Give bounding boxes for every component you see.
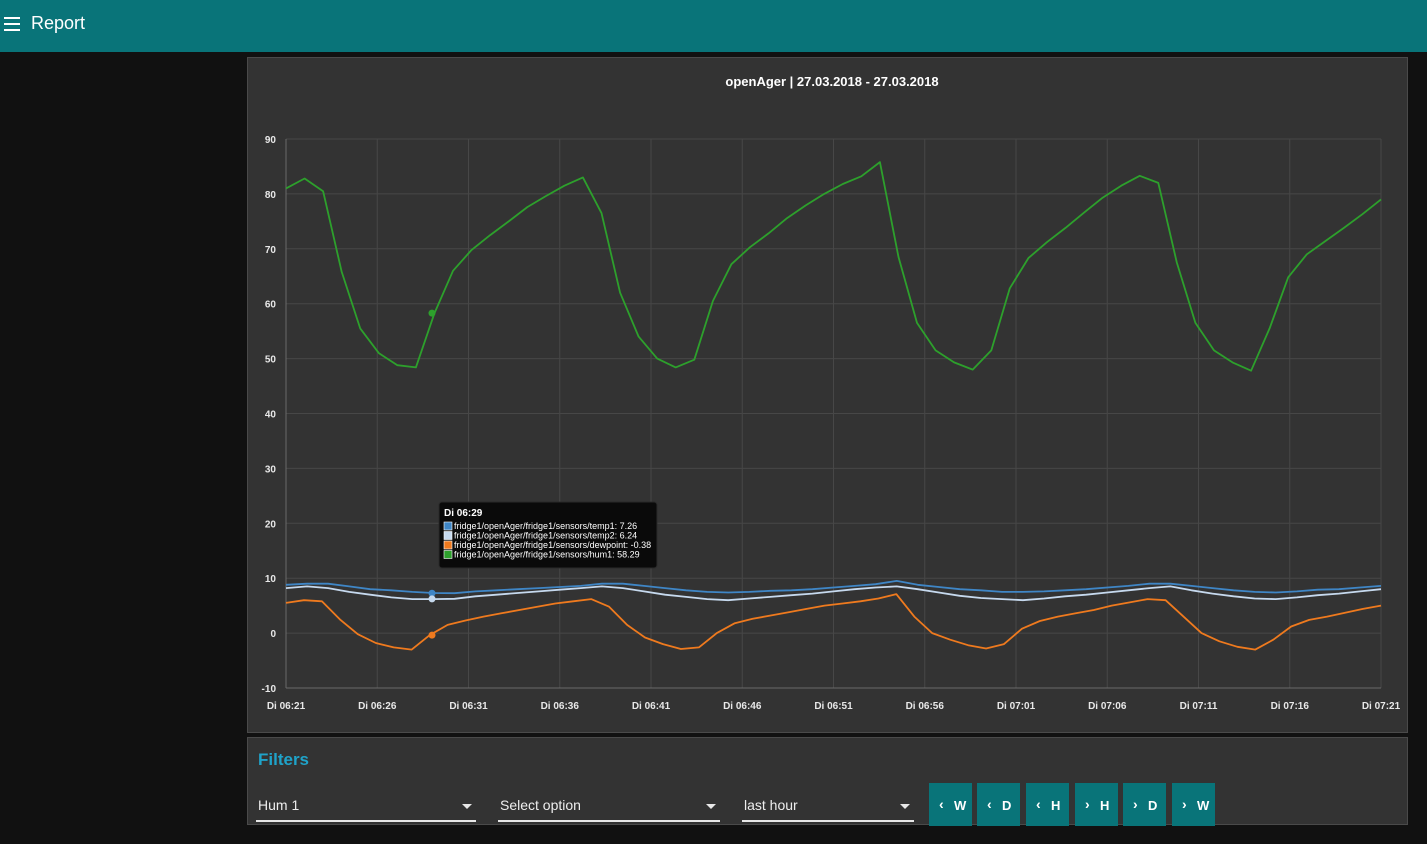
forward-week-button[interactable]: › W (1172, 783, 1215, 826)
x-tick-label: Di 06:26 (358, 701, 397, 712)
series-line-3 (285, 593, 1382, 651)
top-bar: Report (0, 0, 1427, 52)
tooltip-line: fridge1/openAger/fridge1/sensors/temp2: … (454, 531, 637, 541)
x-tick-label: Di 07:01 (997, 701, 1036, 712)
tooltip-swatch (443, 540, 453, 550)
chevron-left-icon: ‹ (987, 796, 992, 812)
x-tick-label: Di 07:06 (1088, 701, 1127, 712)
forward-day-button[interactable]: › D (1123, 783, 1166, 826)
x-tick-label: Di 06:21 (267, 701, 306, 712)
hover-point (428, 631, 436, 639)
x-tick-label: Di 06:41 (632, 701, 671, 712)
hover-point (428, 589, 436, 597)
y-tick-label: 60 (265, 300, 277, 311)
x-tick-label: Di 07:21 (1362, 701, 1401, 712)
range-select[interactable]: last hour (742, 790, 914, 822)
tooltip-swatch (443, 531, 453, 540)
chart-title: openAger | 27.03.2018 - 27.03.2018 (725, 74, 938, 89)
chevron-down-icon (462, 804, 472, 809)
chevron-left-icon: ‹ (1036, 796, 1041, 812)
tooltip-line: fridge1/openAger/fridge1/sensors/hum1: 5… (454, 550, 640, 560)
x-tick-label: Di 06:51 (814, 701, 853, 712)
option-select[interactable]: Select option (498, 790, 720, 822)
y-tick-label: 0 (270, 629, 276, 640)
sensor-select[interactable]: Hum 1 (256, 790, 476, 822)
chevron-right-icon: › (1182, 796, 1187, 812)
x-tick-label: Di 06:31 (449, 701, 488, 712)
y-tick-label: 20 (265, 519, 277, 530)
filters-title: Filters (258, 750, 310, 769)
forward-hour-button[interactable]: › H (1075, 783, 1118, 826)
page-title: Report (31, 13, 86, 33)
y-tick-label: 40 (265, 410, 277, 421)
x-tick-label: Di 06:36 (541, 701, 580, 712)
y-tick-label: 90 (265, 135, 277, 146)
series-line-4 (285, 161, 1382, 372)
hamburger-menu-icon[interactable] (4, 17, 20, 31)
x-tick-label: Di 07:16 (1271, 701, 1310, 712)
back-week-button[interactable]: ‹ W (929, 783, 972, 826)
y-tick-label: 10 (265, 574, 277, 585)
y-tick-label: 80 (265, 190, 277, 201)
option-select-value: Select option (500, 797, 581, 813)
x-tick-label: Di 06:46 (723, 701, 762, 712)
range-select-value: last hour (744, 797, 798, 813)
tooltip-box (438, 501, 658, 569)
y-tick-label: 70 (265, 245, 277, 256)
tooltip-swatch (443, 550, 453, 559)
back-day-button[interactable]: ‹ D (977, 783, 1020, 826)
tooltip-time: Di 06:29 (444, 508, 483, 519)
x-tick-label: Di 06:56 (906, 701, 945, 712)
chevron-right-icon: › (1133, 796, 1138, 812)
chevron-right-icon: › (1085, 796, 1090, 812)
hover-point (428, 595, 436, 603)
hover-point (428, 309, 436, 317)
chart-panel: openAger | 27.03.2018 - 27.03.2018 -10 0 10… (247, 57, 1408, 733)
line-chart: openAger | 27.03.2018 - 27.03.2018 -10 0 10… (262, 74, 1401, 712)
filters-panel: Filters Hum 1 Select option last hour ‹ … (247, 737, 1408, 826)
chevron-down-icon (900, 804, 910, 809)
chevron-left-icon: ‹ (939, 796, 944, 812)
y-tick-label: -10 (262, 684, 277, 695)
tooltip-line: fridge1/openAger/fridge1/sensors/dewpoin… (454, 540, 651, 550)
tooltip-line: fridge1/openAger/fridge1/sensors/temp1: … (454, 521, 637, 531)
chevron-down-icon (706, 804, 716, 809)
series-line-2 (285, 585, 1382, 602)
series-line-1 (285, 580, 1382, 595)
tooltip-swatch (443, 521, 453, 531)
back-hour-button[interactable]: ‹ H (1026, 783, 1069, 826)
y-tick-label: 50 (265, 355, 277, 366)
x-tick-label: Di 07:11 (1180, 701, 1218, 712)
sensor-select-value: Hum 1 (258, 797, 300, 813)
y-tick-label: 30 (265, 464, 277, 475)
